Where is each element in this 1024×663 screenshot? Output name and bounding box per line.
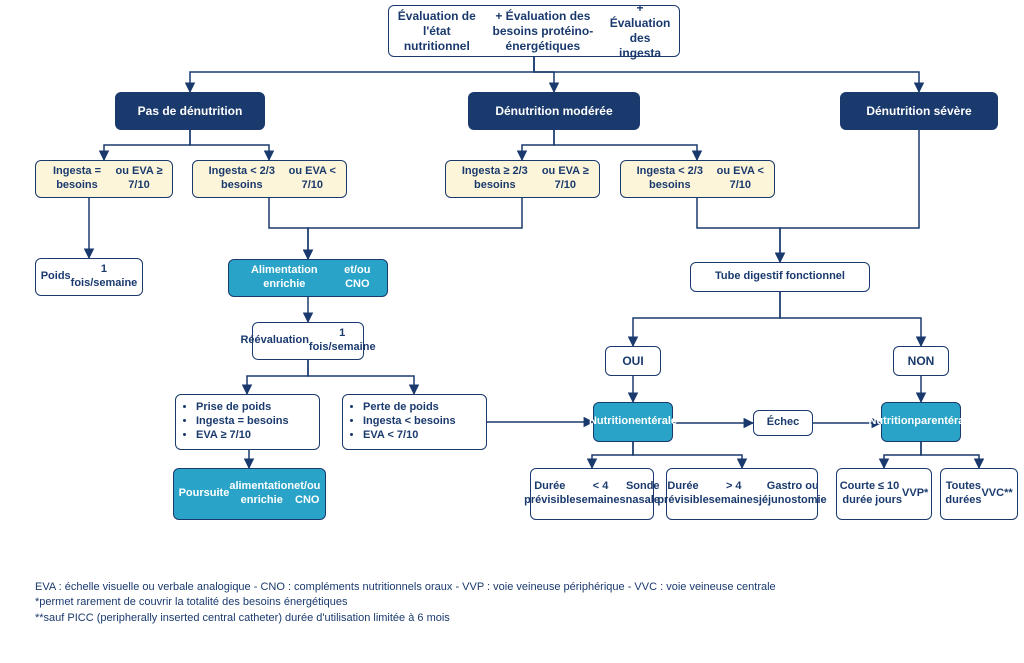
node-d4a: Durée prévisible< 4 semainesSonde nasale — [530, 468, 654, 520]
node-d4b: Durée prévisible> 4 semainesGastro ou jé… — [666, 468, 818, 520]
node-oui: OUI — [605, 346, 661, 376]
footnote-line: **sauf PICC (peripherally inserted centr… — [35, 611, 776, 626]
node-ne: Nutritionentérale — [593, 402, 673, 442]
node-i1: Ingesta = besoinsou EVA ≥ 7/10 — [35, 160, 173, 198]
node-a2: Poursuitealimentation enrichieet/ou CNO — [173, 468, 326, 520]
node-non: NON — [893, 346, 949, 376]
node-d5b: Toutes duréesVVC** — [940, 468, 1018, 520]
node-np: Nutritionparentérale — [881, 402, 961, 442]
node-d3: Dénutrition sévère — [840, 92, 998, 130]
node-i2: Ingesta < 2/3 besoinsou EVA < 7/10 — [192, 160, 347, 198]
node-d2: Dénutrition modérée — [468, 92, 640, 130]
node-b2: Perte de poidsIngesta < besoinsEVA < 7/1… — [342, 394, 487, 450]
footnote-line: *permet rarement de couvrir la totalité … — [35, 595, 776, 610]
node-p1: Poids1 fois/semaine — [35, 258, 143, 296]
node-i3: Ingesta ≥ 2/3 besoinsou EVA ≥ 7/10 — [445, 160, 600, 198]
node-d5a: Courte durée≤ 10 joursVVP* — [836, 468, 932, 520]
node-d1: Pas de dénutrition — [115, 92, 265, 130]
node-a1: Alimentation enrichieet/ou CNO — [228, 259, 388, 297]
node-b1: Prise de poidsIngesta = besoinsEVA ≥ 7/1… — [175, 394, 320, 450]
node-i4: Ingesta < 2/3 besoinsou EVA < 7/10 — [620, 160, 775, 198]
node-root: Évaluation de l'état nutritionnel+ Évalu… — [388, 5, 680, 57]
node-echec: Échec — [753, 410, 813, 436]
node-r1: Réévaluation1 fois/semaine — [252, 322, 364, 360]
node-tdf: Tube digestif fonctionnel — [690, 262, 870, 292]
footnotes: EVA : échelle visuelle ou verbale analog… — [35, 580, 776, 626]
flowchart-container: Évaluation de l'état nutritionnel+ Évalu… — [0, 0, 1024, 663]
footnote-line: EVA : échelle visuelle ou verbale analog… — [35, 580, 776, 595]
